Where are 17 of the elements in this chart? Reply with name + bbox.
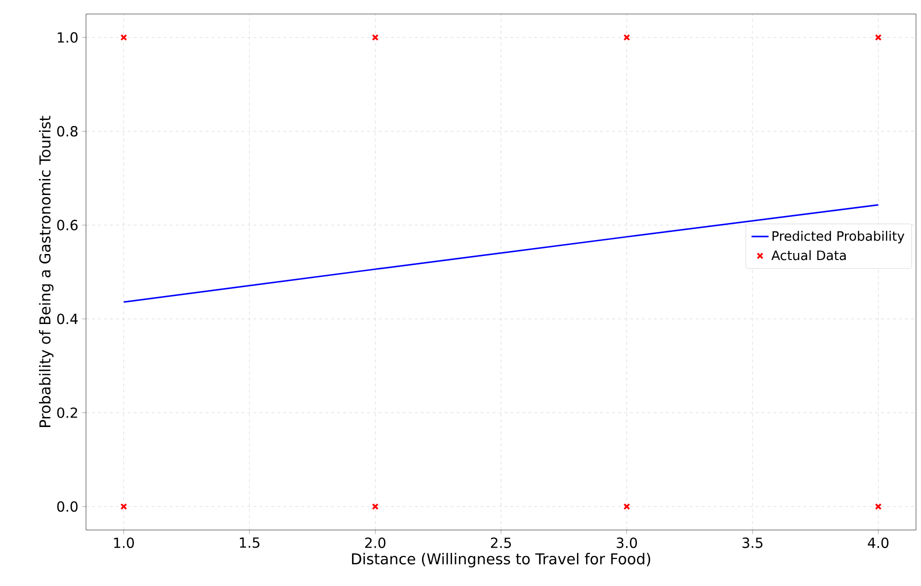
x-tick-label: 4.0 [868, 538, 888, 548]
x-tick-label: 2.5 [490, 538, 511, 548]
x-tick-label: 1.5 [240, 538, 260, 548]
y-tick-label: 0.8 [57, 126, 78, 137]
x-tick-label: 3.5 [742, 538, 762, 548]
y-tick-label: 0.4 [57, 314, 78, 324]
x-tick-label: 1.0 [114, 538, 134, 548]
y-tick-label: 0.6 [57, 220, 78, 230]
x-tick-label: 2.0 [365, 538, 386, 548]
x-axis-title: Distance (Willingness to Travel for Food) [352, 552, 650, 568]
y-tick-label: 1.0 [58, 32, 78, 43]
legend-label: Predicted Probability [772, 230, 904, 244]
y-axis-title: Probability of Being a Gastronomic Tourist [39, 116, 54, 427]
y-tick-label: 0.0 [57, 501, 78, 512]
y-tick-label: 0.2 [57, 407, 78, 418]
x-tick-label: 3.0 [616, 538, 637, 548]
legend-label: Actual Data [771, 250, 846, 260]
